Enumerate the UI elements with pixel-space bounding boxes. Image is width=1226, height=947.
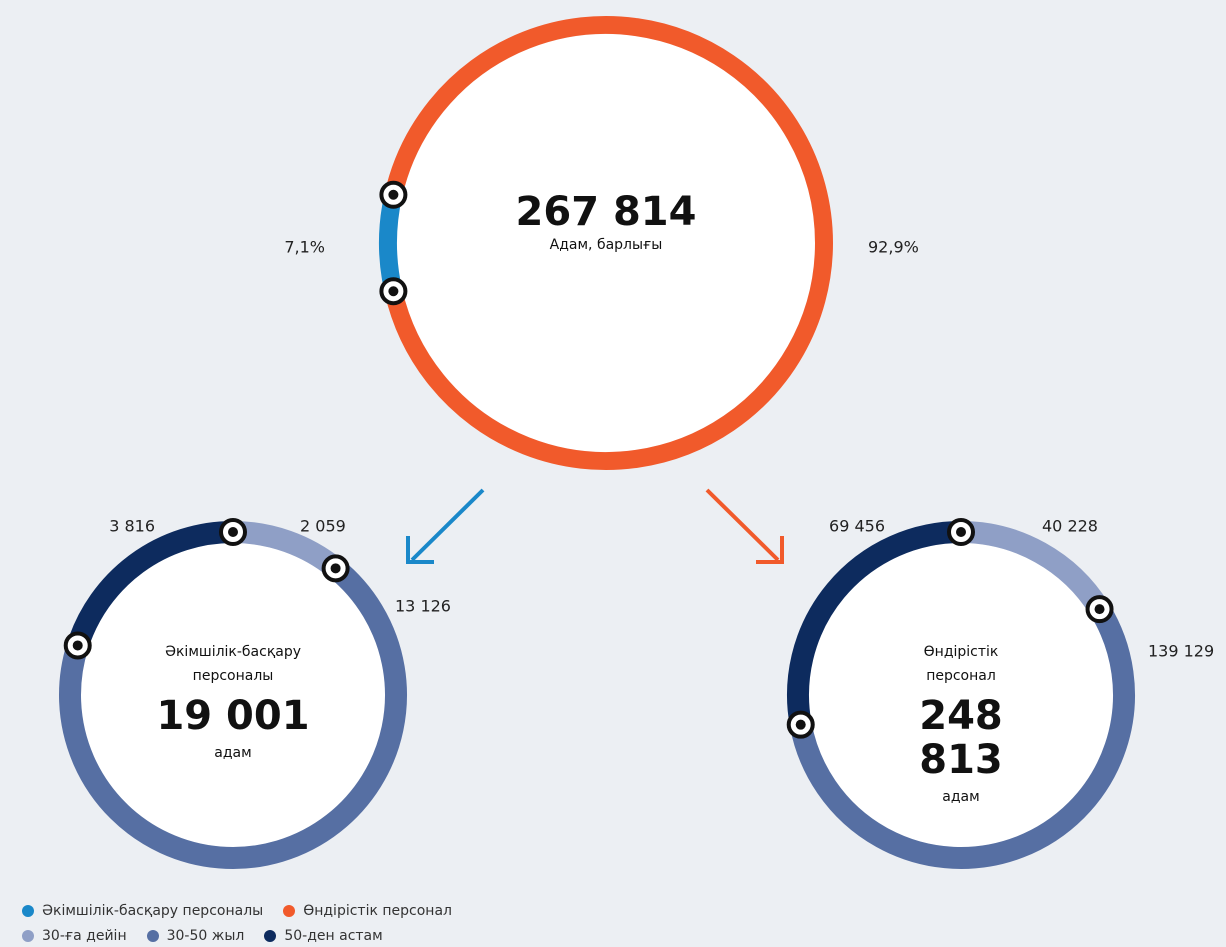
segment-marker-dot — [388, 286, 399, 297]
donut-title: Өндірістік персонал — [923, 644, 999, 684]
segment-marker-dot — [72, 640, 83, 651]
center-label: адам — [942, 789, 980, 805]
legend-item: Өндірістік персонал — [283, 903, 452, 919]
legend-label: Әкімшілік-басқару персоналы — [42, 903, 264, 919]
donut-segment — [59, 559, 407, 869]
value-label: 139 129 — [1148, 642, 1214, 661]
donut-segment — [787, 521, 962, 727]
legend-swatch — [264, 930, 277, 942]
segment-marker-dot — [795, 719, 806, 730]
value-label: 40 228 — [1042, 517, 1098, 536]
value-label: 2 059 — [300, 517, 346, 536]
legend-swatch — [283, 905, 296, 917]
arrow-orange — [705, 488, 784, 564]
legend-item: 50-ден астам — [264, 928, 383, 944]
center: 267 814 Адам, барлығы — [456, 190, 756, 256]
value-label: 13 126 — [395, 597, 451, 616]
legend-swatch — [22, 905, 34, 917]
segment-marker-dot — [1094, 604, 1105, 615]
legend-label: 50-ден астам — [284, 928, 383, 944]
legend: Әкімшілік-басқару персоналы Өндірістік пе… — [22, 903, 452, 919]
arrow-blue — [406, 488, 485, 564]
segment-marker-dot — [330, 563, 341, 574]
value-label: 69 456 — [829, 517, 885, 536]
center: Өндірістік персонал 248 813 адам — [871, 640, 1051, 808]
donut-segment — [789, 603, 1135, 869]
legend-item: 30-50 жыл — [146, 928, 245, 944]
value-label: 3 816 — [109, 517, 155, 536]
center-value: 267 814 — [515, 189, 697, 235]
donut-hole — [809, 543, 1113, 847]
legend-label: 30-50 жыл — [166, 928, 245, 944]
value-label: 7,1% — [284, 238, 325, 257]
legend-swatch — [22, 930, 34, 942]
legend-item: Әкімшілік-басқару персоналы — [22, 903, 263, 919]
legend-item: 30-ға дейін — [22, 928, 127, 944]
donut-segment — [67, 521, 234, 649]
value-label: 92,9% — [868, 238, 919, 257]
donut-hole — [81, 543, 385, 847]
center: Әкімшілік-басқару персоналы 19 001 адам — [138, 640, 328, 764]
center-value: 248 813 — [919, 693, 1003, 783]
segment-marker-dot — [388, 189, 399, 200]
center-label: Адам, барлығы — [549, 237, 663, 253]
segment-marker-dot — [228, 527, 238, 537]
donut-title: Әкімшілік-басқару персоналы — [164, 644, 302, 684]
donut-segment — [379, 192, 403, 294]
legend: 30-ға дейін 30-50 жыл 50-ден астам — [22, 928, 383, 944]
donut-segment — [960, 521, 1109, 616]
legend-label: Өндірістік персонал — [303, 903, 452, 919]
donut-segment — [384, 16, 833, 470]
segment-marker-dot — [956, 527, 966, 537]
legend-label: 30-ға дейін — [42, 928, 127, 944]
donut-hole — [397, 34, 815, 452]
center-label: адам — [214, 745, 252, 761]
legend-swatch — [146, 930, 159, 942]
center-value: 19 001 — [156, 693, 310, 739]
